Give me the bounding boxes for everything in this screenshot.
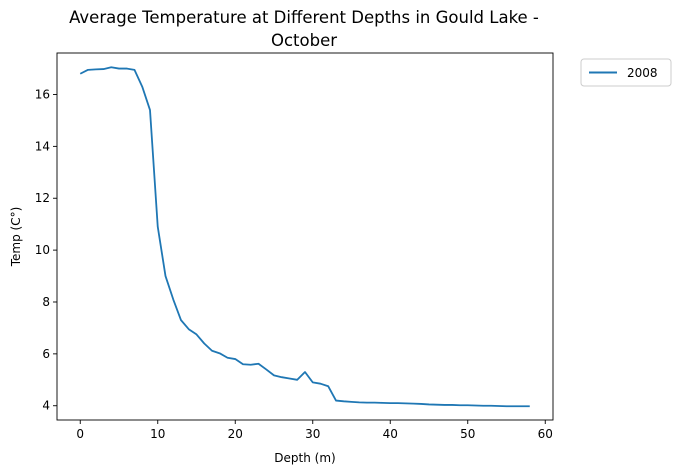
y-tick-label: 12 bbox=[35, 191, 50, 205]
x-tick-label: 30 bbox=[305, 427, 320, 441]
x-tick-label: 10 bbox=[150, 427, 165, 441]
legend-box bbox=[580, 58, 672, 87]
y-tick-label: 14 bbox=[35, 139, 50, 153]
y-tick-label: 10 bbox=[35, 243, 50, 257]
x-tick-label: 20 bbox=[228, 427, 243, 441]
y-tick-label: 4 bbox=[42, 399, 50, 413]
y-tick-label: 6 bbox=[42, 347, 50, 361]
y-tick-label: 16 bbox=[35, 87, 50, 101]
y-axis-label: Temp (C°) bbox=[9, 207, 23, 268]
x-axis-label: Depth (m) bbox=[274, 451, 335, 465]
x-tick-label: 40 bbox=[383, 427, 398, 441]
x-tick-label: 50 bbox=[460, 427, 475, 441]
chart-title-line-1: Average Temperature at Different Depths … bbox=[69, 8, 539, 27]
legend-label-2008: 2008 bbox=[627, 66, 658, 80]
series-line-2008 bbox=[79, 66, 530, 408]
plot-frame bbox=[56, 52, 554, 421]
plot-area: 0 10 20 30 40 50 60 4 6 8 10 12 14 16 bbox=[35, 66, 553, 441]
x-tick-label: 60 bbox=[538, 427, 553, 441]
y-tick-label: 8 bbox=[42, 295, 50, 309]
legend: 2008 bbox=[580, 58, 672, 87]
chart-title-line-2: October bbox=[271, 31, 337, 50]
x-tick-label: 0 bbox=[76, 427, 84, 441]
